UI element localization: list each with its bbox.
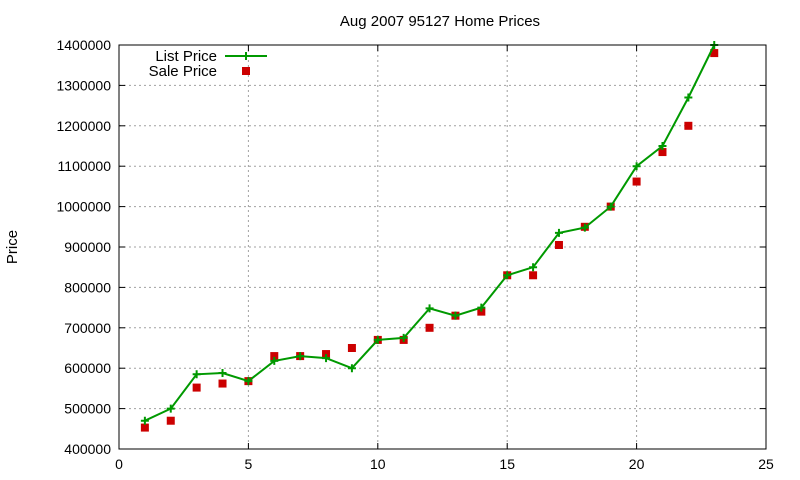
sale-price-point	[347, 344, 356, 352]
sale-price-point	[218, 379, 227, 388]
list-price-point	[166, 404, 175, 413]
sale-price-point	[166, 416, 175, 425]
list-price-point	[606, 202, 615, 211]
y-tick-label: 600000	[64, 360, 111, 376]
sale-price-point	[270, 352, 279, 361]
series-layer	[140, 41, 719, 432]
list-price-point	[270, 356, 279, 365]
list-price-point	[529, 263, 538, 272]
legend-marker-sale-price	[242, 67, 250, 75]
y-tick-label: 1200000	[56, 118, 111, 134]
list-price-point	[658, 142, 667, 150]
plot-frame	[118, 44, 767, 450]
sale-price-point	[632, 177, 641, 186]
legend-marker-list-price	[242, 52, 250, 60]
tick-labels: 0 5 10 15 20 25 400000 500000 600000 700000 800000…	[56, 37, 774, 472]
x-tick-label: 0	[115, 456, 123, 472]
y-tick-label: 1300000	[56, 77, 111, 93]
list-price-point	[451, 311, 460, 320]
list-price-point	[580, 223, 589, 232]
list-price-line	[144, 44, 716, 422]
y-tick-label: 1400000	[56, 37, 111, 53]
list-price-point	[296, 352, 305, 361]
sale-price-point	[140, 423, 149, 432]
list-price-point	[399, 333, 408, 342]
y-tick-label: 800000	[64, 279, 111, 295]
sale-price-point	[658, 148, 667, 157]
sale-price-point	[425, 323, 434, 332]
x-tick-label: 5	[245, 456, 253, 472]
list-price-point	[554, 228, 563, 237]
sale-price-point	[710, 49, 719, 58]
y-tick-label: 500000	[64, 401, 111, 417]
y-tick-label: 900000	[64, 239, 111, 255]
list-price-point	[322, 354, 331, 363]
list-price-point	[373, 335, 382, 344]
x-tick-label: 20	[629, 456, 645, 472]
y-tick-label: 700000	[64, 320, 111, 336]
sale-price-point	[322, 350, 331, 359]
legend-label-sale-price: Sale Price	[149, 63, 217, 80]
y-axis-label: Price	[4, 230, 21, 264]
sale-price-point	[529, 271, 538, 280]
legend-label-list-price: List Price	[155, 48, 217, 65]
list-price-point	[244, 377, 253, 386]
sale-price-point	[554, 240, 563, 249]
list-price-point	[218, 369, 227, 378]
list-price-point	[477, 303, 486, 312]
axis-ticks	[118, 44, 767, 450]
list-price-point	[347, 364, 356, 373]
chart-title: Aug 2007 95127 Home Prices	[340, 13, 540, 30]
y-tick-label: 1100000	[58, 158, 112, 174]
x-tick-label: 25	[758, 456, 774, 472]
y-tick-label: 1000000	[56, 199, 111, 215]
list-price-point	[425, 304, 434, 313]
sale-price-point	[477, 307, 486, 316]
list-price-point	[140, 416, 149, 425]
y-tick-label: 400000	[64, 441, 111, 457]
list-price-point	[632, 162, 641, 171]
grid	[119, 45, 766, 449]
list-price-point	[684, 93, 693, 102]
list-price-point	[192, 370, 201, 379]
sale-price-point	[684, 121, 693, 130]
sale-price-point	[192, 383, 201, 392]
x-tick-label: 10	[370, 456, 386, 472]
x-tick-label: 15	[499, 456, 515, 472]
list-price-point	[503, 271, 512, 280]
